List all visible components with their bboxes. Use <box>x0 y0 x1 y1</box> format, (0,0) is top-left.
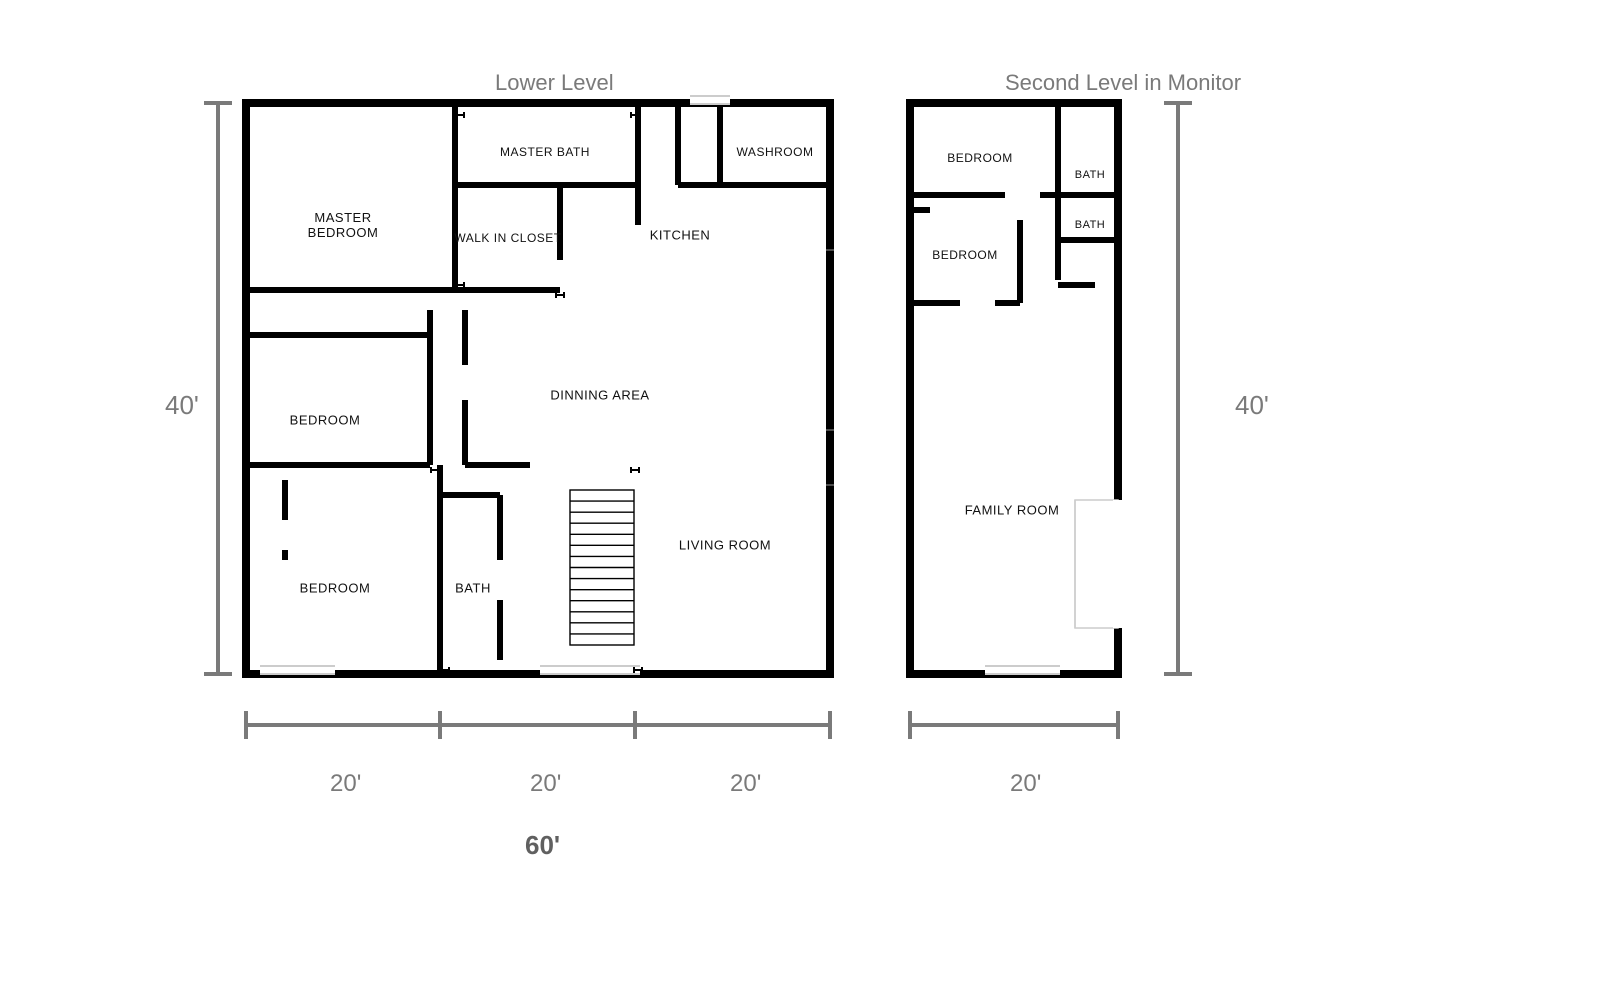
room-label-family-room: FAMILY ROOM <box>965 503 1060 518</box>
dim-right: 40' <box>1235 390 1269 421</box>
room-label-bath: BATH <box>1075 219 1106 231</box>
room-label-walk-in-closet: WALK IN CLOSET <box>454 231 561 245</box>
dim-b-a: 20' <box>330 770 361 798</box>
dim-b-b: 20' <box>530 770 561 798</box>
title-upper-level: Second Level in Monitor <box>1005 70 1241 96</box>
room-label-bath: BATH <box>1075 169 1106 181</box>
room-label-kitchen: KITCHEN <box>650 228 711 243</box>
room-label-master-bedroom: MASTER BEDROOM <box>308 210 379 240</box>
room-label-dinning-area: DINNING AREA <box>550 388 649 403</box>
room-label-bedroom: BEDROOM <box>290 413 361 428</box>
dim-left: 40' <box>165 390 199 421</box>
dim-b-c: 20' <box>730 770 761 798</box>
room-label-bedroom: BEDROOM <box>947 151 1013 165</box>
room-label-master-bath: MASTER BATH <box>500 145 590 159</box>
room-label-living-room: LIVING ROOM <box>679 538 771 553</box>
room-label-bedroom: BEDROOM <box>300 581 371 596</box>
room-label-bedroom: BEDROOM <box>932 248 998 262</box>
room-label-bath: BATH <box>455 581 491 596</box>
dim-b-upper: 20' <box>1010 770 1041 798</box>
room-label-washroom: WASHROOM <box>737 145 814 159</box>
upper-cutout <box>1075 500 1118 628</box>
title-lower-level: Lower Level <box>495 70 614 96</box>
dim-total: 60' <box>525 830 560 861</box>
